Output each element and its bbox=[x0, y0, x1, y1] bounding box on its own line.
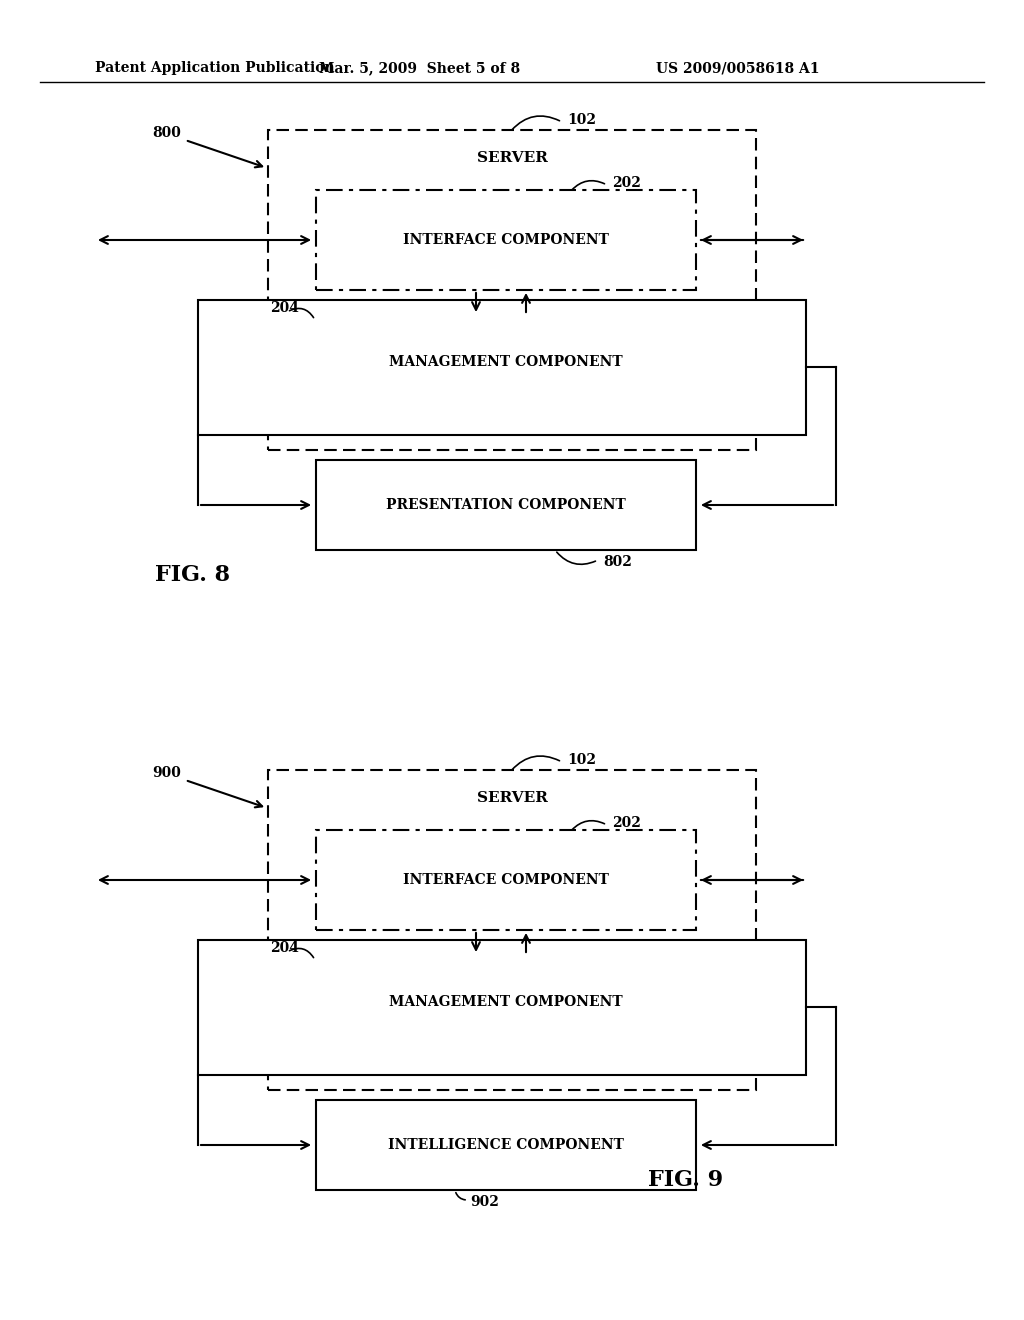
Text: Patent Application Publication: Patent Application Publication bbox=[95, 61, 335, 75]
Bar bbox=[198, 940, 806, 1074]
Text: MANAGEMENT COMPONENT: MANAGEMENT COMPONENT bbox=[389, 995, 623, 1008]
Text: 204: 204 bbox=[270, 941, 299, 954]
Text: 102: 102 bbox=[567, 752, 596, 767]
Text: 202: 202 bbox=[612, 816, 641, 830]
Bar bbox=[316, 315, 696, 411]
Text: 800: 800 bbox=[152, 125, 181, 140]
Text: PRESENTATION COMPONENT: PRESENTATION COMPONENT bbox=[386, 498, 626, 512]
Text: INTELLIGENCE COMPONENT: INTELLIGENCE COMPONENT bbox=[388, 1138, 624, 1152]
Text: INTERFACE COMPONENT: INTERFACE COMPONENT bbox=[403, 873, 609, 887]
Text: FIG. 8: FIG. 8 bbox=[155, 564, 230, 586]
Bar bbox=[316, 954, 696, 1049]
Bar bbox=[316, 190, 696, 290]
Text: SERVER: SERVER bbox=[476, 791, 548, 805]
Text: SERVER: SERVER bbox=[476, 150, 548, 165]
Text: 802: 802 bbox=[603, 554, 632, 569]
Text: Mar. 5, 2009  Sheet 5 of 8: Mar. 5, 2009 Sheet 5 of 8 bbox=[319, 61, 520, 75]
Text: US 2009/0058618 A1: US 2009/0058618 A1 bbox=[656, 61, 820, 75]
Bar bbox=[316, 459, 696, 550]
Bar bbox=[316, 830, 696, 931]
Bar bbox=[316, 1100, 696, 1191]
Text: 202: 202 bbox=[612, 176, 641, 190]
Text: 204: 204 bbox=[270, 301, 299, 315]
Text: INTERFACE COMPONENT: INTERFACE COMPONENT bbox=[403, 234, 609, 247]
Bar bbox=[268, 129, 756, 450]
Bar bbox=[268, 770, 756, 1090]
Bar bbox=[198, 300, 806, 436]
Text: MANAGEMENT COMPONENT: MANAGEMENT COMPONENT bbox=[389, 355, 623, 370]
Text: FIG. 9: FIG. 9 bbox=[648, 1170, 723, 1191]
Text: 102: 102 bbox=[567, 114, 596, 127]
Text: 900: 900 bbox=[152, 766, 181, 780]
Text: 902: 902 bbox=[470, 1195, 499, 1209]
